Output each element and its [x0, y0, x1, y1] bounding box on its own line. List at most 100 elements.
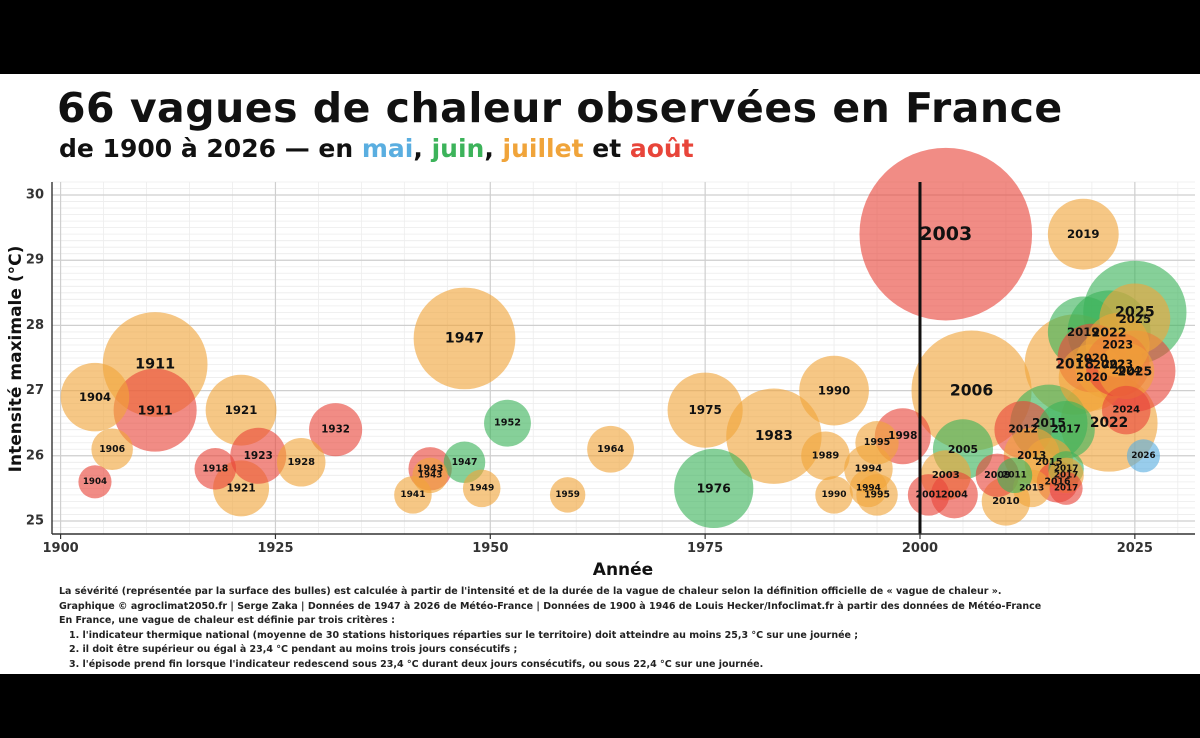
legend-juin: juin — [431, 134, 485, 163]
subtitle-sep-1: , — [413, 134, 423, 163]
bubble-label: 1941 — [400, 490, 425, 500]
bubble — [587, 425, 635, 473]
bubble-label: 1911 — [138, 403, 173, 418]
bubble-label: 2020 — [1076, 351, 1108, 365]
bubble-label: 2025 — [1119, 312, 1152, 326]
bubble — [309, 403, 363, 457]
bubble — [413, 287, 516, 390]
bubble — [113, 368, 197, 452]
bubble — [462, 469, 501, 508]
bubble-label: 2018 — [1055, 357, 1094, 373]
note-credits: Graphique © agroclimat2050.fr | Serge Za… — [59, 600, 1042, 612]
bubble — [230, 427, 287, 484]
subtitle-et: et — [592, 134, 622, 163]
bubble-label: 2024 — [1112, 365, 1141, 377]
bubble-label: 1952 — [494, 418, 521, 429]
bubble-label: 1975 — [688, 403, 721, 417]
bubble-label: 1995 — [864, 437, 890, 448]
bubble — [1098, 343, 1155, 400]
note-definition: En France, une vague de chaleur est défi… — [59, 615, 395, 626]
bubble — [91, 428, 133, 471]
legend-mai: mai — [361, 134, 414, 163]
bubble-label: 1943 — [417, 463, 443, 474]
bubble-label: 1976 — [697, 481, 731, 495]
y-tick-label: 26 — [26, 448, 44, 463]
bubble-label: 1943 — [418, 470, 442, 480]
bubble — [1101, 385, 1151, 435]
bubble — [801, 431, 850, 481]
bubble-label: 2015 — [1035, 457, 1063, 468]
bubble — [815, 476, 853, 514]
bubble — [855, 421, 899, 465]
bubble-label: 2026 — [1131, 451, 1155, 461]
note-criterion-1: 1. l'indicateur thermique national (moye… — [69, 629, 859, 641]
bubble-label: 2023 — [1102, 358, 1133, 371]
bubble-label: 2016 — [1045, 476, 1071, 487]
note-criterion-2: 2. il doit être supérieur ou égal à 23,4… — [69, 644, 518, 655]
y-tick-label: 29 — [26, 253, 44, 268]
y-tick-label: 28 — [26, 318, 44, 333]
bubble — [907, 474, 950, 516]
bubble-label: 2009 — [984, 470, 1010, 481]
bubble-label: 2013 — [1017, 450, 1046, 462]
bubble-label: 1928 — [287, 457, 315, 468]
bubble-label: 2017 — [1054, 464, 1078, 474]
bubble-label: 1904 — [79, 390, 111, 404]
bubble-label: 2025 — [1115, 304, 1155, 320]
y-tick-label: 25 — [26, 513, 44, 528]
legend-juillet: juillet — [502, 134, 584, 163]
bubble-label: 2022 — [1090, 415, 1128, 431]
bubble — [484, 399, 531, 447]
y-tick-label: 27 — [26, 383, 44, 398]
bubble — [60, 362, 130, 432]
note-criterion-3: 3. l'épisode prend fin lorsque l'indicat… — [69, 658, 764, 670]
bubble — [549, 477, 586, 513]
bubble-label: 1918 — [202, 463, 228, 474]
bubble — [799, 355, 869, 426]
bubble-label: 2013 — [1019, 483, 1044, 493]
bubble — [674, 448, 754, 528]
bubble-label: 2015 — [1032, 416, 1066, 430]
bubble — [412, 457, 448, 494]
bubble-label: 1959 — [555, 490, 579, 500]
bubble — [78, 465, 112, 499]
bubble-label: 2004 — [941, 489, 968, 500]
bubble-label: 1932 — [321, 424, 350, 436]
x-tick-label: 2025 — [1117, 541, 1153, 556]
bubble-label: 2006 — [950, 382, 994, 400]
bubble-label: 2005 — [948, 443, 978, 456]
bubble-label: 1906 — [99, 444, 125, 455]
bubble-label: 2020 — [1076, 371, 1108, 384]
bubble-label: 2022 — [1092, 324, 1127, 339]
chart-subtitle: de 1900 à 2026 — en mai, juin, juillet e… — [59, 134, 694, 163]
bubble-label: 1990 — [818, 384, 850, 398]
bubble — [1126, 439, 1161, 473]
bubble-labels-layer: 2003200619112025194720182022198319112022… — [79, 223, 1156, 507]
bubble-label: 2010 — [992, 496, 1020, 507]
bubble-label: 1921 — [225, 403, 258, 417]
bubble-label: 1947 — [452, 457, 478, 468]
x-tick-label: 1925 — [257, 541, 293, 556]
bubble-label: 2017 — [1054, 483, 1078, 493]
chart-panel: 66 vagues de chaleur observées en France… — [0, 74, 1200, 674]
y-axis-label: Intensité maximale (°C) — [6, 246, 26, 473]
x-tick-label: 1900 — [43, 541, 79, 556]
bubble — [859, 147, 1033, 321]
bubble — [667, 372, 743, 448]
bubble-label: 2001 — [916, 489, 942, 500]
bubbles-layer — [60, 147, 1187, 528]
x-tick-label: 1975 — [687, 541, 723, 556]
subtitle-sep-2: , — [484, 134, 494, 163]
bubble-label: 2011 — [1002, 470, 1026, 480]
bubble-label: 2017 — [1051, 424, 1081, 436]
legend-aout: août — [629, 134, 694, 163]
chart-title: 66 vagues de chaleur observées en France — [57, 84, 1063, 132]
bubble-chart: 2003200619112025194720182022198319112022… — [6, 147, 1195, 580]
bubble-label: 2023 — [1102, 338, 1133, 351]
bubble-label: 2017 — [1054, 470, 1078, 480]
bubble — [726, 388, 822, 484]
bubble — [1047, 198, 1119, 270]
bubble-label: 2022 — [1093, 358, 1125, 372]
bubble-label: 2012 — [1008, 424, 1038, 436]
bubble-label: 1995 — [864, 489, 890, 500]
